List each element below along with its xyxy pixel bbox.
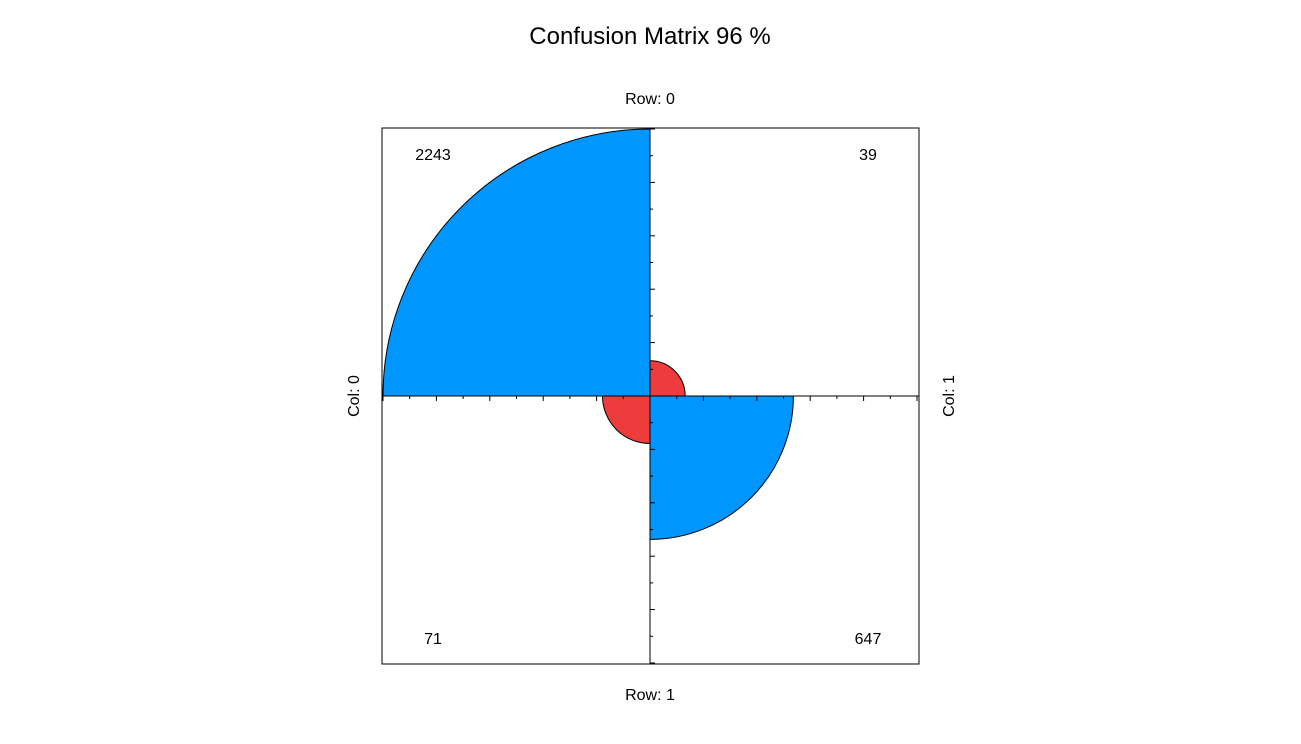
cell-count-top-right: 39	[859, 147, 877, 164]
chart-title: Confusion Matrix 96 %	[529, 23, 770, 50]
quadrant-layer	[382, 128, 794, 540]
quadrant-top-right	[649, 360, 686, 397]
col-label-left: Col: 0	[346, 375, 363, 417]
quadrant-top-left	[382, 128, 651, 397]
tick-layer	[382, 128, 918, 664]
col-label-right: Col: 1	[941, 375, 958, 417]
cell-count-bottom-left: 71	[424, 631, 442, 648]
cell-count-bottom-right: 647	[855, 631, 882, 648]
frame-layer	[381, 127, 920, 665]
row-label-top: Row: 0	[625, 91, 675, 108]
quadrant-bottom-left	[601, 395, 651, 445]
row-label-bottom: Row: 1	[625, 687, 675, 704]
quadrant-bottom-right	[649, 395, 794, 540]
cell-count-top-left: 2243	[415, 147, 451, 164]
